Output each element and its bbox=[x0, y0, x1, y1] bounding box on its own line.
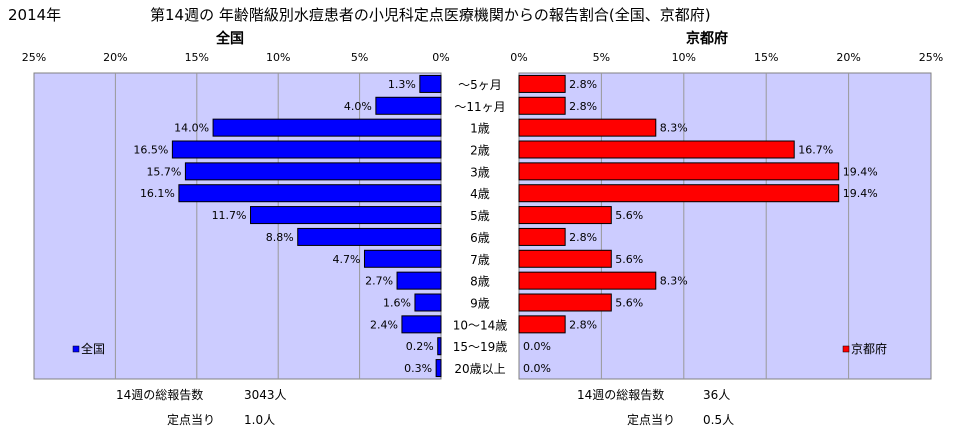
national-bar bbox=[178, 184, 442, 203]
kyoto-bar bbox=[518, 74, 566, 93]
national-bar bbox=[363, 249, 442, 268]
national-data-label: 2.7% bbox=[365, 275, 393, 288]
kyoto-bar bbox=[518, 140, 795, 159]
national-total-label: 14週の総報告数 bbox=[116, 388, 204, 402]
national-bar bbox=[396, 271, 442, 290]
national-data-label: 16.1% bbox=[140, 187, 175, 200]
national-bar bbox=[212, 118, 442, 137]
kyoto-bar bbox=[518, 227, 566, 246]
national-bar bbox=[171, 140, 442, 159]
national-data-label: 1.6% bbox=[383, 297, 411, 310]
kyoto-total-value: 36人 bbox=[703, 388, 731, 402]
kyoto-data-label: 8.3% bbox=[660, 275, 688, 288]
kyoto-data-label: 19.4% bbox=[843, 165, 878, 178]
national-total-value: 3043人 bbox=[244, 388, 287, 402]
age-category-label: 1歳 bbox=[470, 122, 490, 136]
age-category-label: 7歳 bbox=[470, 253, 490, 267]
national-x-tick: 20% bbox=[103, 51, 127, 64]
age-category-label: 9歳 bbox=[470, 297, 490, 311]
age-category-label: 8歳 bbox=[470, 275, 490, 289]
kyoto-legend-swatch bbox=[842, 345, 850, 353]
national-data-label: 16.5% bbox=[133, 144, 168, 157]
kyoto-bar bbox=[518, 315, 566, 334]
national-x-tick: 25% bbox=[22, 51, 46, 64]
national-data-label: 4.7% bbox=[333, 253, 361, 266]
age-category-label: 5歳 bbox=[470, 209, 490, 223]
national-bar bbox=[419, 74, 442, 93]
national-per-site-label: 定点当り bbox=[167, 413, 216, 427]
national-data-label: 4.0% bbox=[344, 100, 372, 113]
kyoto-data-label: 5.6% bbox=[615, 297, 643, 310]
age-category-label: 6歳 bbox=[470, 231, 490, 245]
kyoto-data-label: 5.6% bbox=[615, 209, 643, 222]
kyoto-x-tick: 20% bbox=[836, 51, 860, 64]
kyoto-bar bbox=[518, 249, 612, 268]
national-legend-label: 全国 bbox=[81, 341, 105, 356]
kyoto-x-tick: 25% bbox=[919, 51, 943, 64]
kyoto-data-label: 0.0% bbox=[523, 362, 551, 375]
kyoto-data-label: 16.7% bbox=[798, 144, 833, 157]
national-data-label: 15.7% bbox=[146, 165, 181, 178]
national-per-site-value: 1.0人 bbox=[244, 413, 276, 427]
national-bar bbox=[375, 96, 442, 115]
kyoto-per-site-label: 定点当り bbox=[627, 413, 676, 427]
national-data-label: 8.8% bbox=[266, 231, 294, 244]
national-panel-title: 全国 bbox=[216, 31, 244, 47]
national-bar bbox=[297, 227, 442, 246]
national-bar bbox=[414, 293, 442, 312]
kyoto-bar bbox=[518, 118, 657, 137]
kyoto-bar bbox=[518, 206, 612, 225]
national-data-label: 11.7% bbox=[212, 209, 247, 222]
age-category-label: 2歳 bbox=[470, 144, 490, 158]
chart-year: 2014年 bbox=[8, 6, 62, 24]
kyoto-data-label: 2.8% bbox=[569, 318, 597, 331]
age-category-label: 3歳 bbox=[470, 165, 490, 179]
kyoto-data-label: 5.6% bbox=[615, 253, 643, 266]
kyoto-total-label: 14週の総報告数 bbox=[577, 388, 665, 402]
kyoto-x-tick: 15% bbox=[754, 51, 778, 64]
kyoto-x-tick: 0% bbox=[510, 51, 527, 64]
chart-title: 第14週の 年齢階級別水痘患者の小児科定点医療機関からの報告割合(全国、京都府) bbox=[150, 6, 711, 24]
national-data-label: 0.3% bbox=[404, 362, 432, 375]
kyoto-bar bbox=[518, 184, 840, 203]
national-bar bbox=[401, 315, 442, 334]
kyoto-legend-label: 京都府 bbox=[851, 341, 887, 356]
national-bar bbox=[184, 162, 442, 181]
kyoto-data-label: 8.3% bbox=[660, 122, 688, 135]
kyoto-bar bbox=[518, 271, 657, 290]
age-category-label: 4歳 bbox=[470, 187, 490, 201]
kyoto-data-label: 2.8% bbox=[569, 231, 597, 244]
national-bar bbox=[250, 206, 442, 225]
national-x-tick: 15% bbox=[185, 51, 209, 64]
age-category-label: ～11ヶ月 bbox=[454, 100, 505, 114]
national-data-label: 1.3% bbox=[388, 78, 416, 91]
national-bar bbox=[437, 337, 442, 356]
age-category-label: 10～14歳 bbox=[453, 318, 508, 332]
kyoto-bar bbox=[518, 96, 566, 115]
national-bar bbox=[435, 359, 442, 378]
kyoto-x-tick: 10% bbox=[672, 51, 696, 64]
age-category-label: ～5ヶ月 bbox=[458, 78, 502, 92]
national-data-label: 14.0% bbox=[174, 122, 209, 135]
kyoto-data-label: 2.8% bbox=[569, 100, 597, 113]
kyoto-bar bbox=[518, 293, 612, 312]
kyoto-data-label: 0.0% bbox=[523, 340, 551, 353]
kyoto-x-tick: 5% bbox=[593, 51, 610, 64]
kyoto-per-site-value: 0.5人 bbox=[703, 413, 735, 427]
national-x-tick: 5% bbox=[351, 51, 368, 64]
national-data-label: 0.2% bbox=[406, 340, 434, 353]
national-x-tick: 0% bbox=[432, 51, 449, 64]
kyoto-data-label: 2.8% bbox=[569, 78, 597, 91]
national-data-label: 2.4% bbox=[370, 318, 398, 331]
kyoto-bar bbox=[518, 162, 840, 181]
national-legend-swatch bbox=[72, 345, 80, 353]
kyoto-data-label: 19.4% bbox=[843, 187, 878, 200]
age-category-label: 20歳以上 bbox=[454, 362, 505, 376]
national-x-tick: 10% bbox=[266, 51, 290, 64]
age-category-label: 15～19歳 bbox=[453, 340, 508, 354]
kyoto-panel-title: 京都府 bbox=[686, 31, 728, 47]
